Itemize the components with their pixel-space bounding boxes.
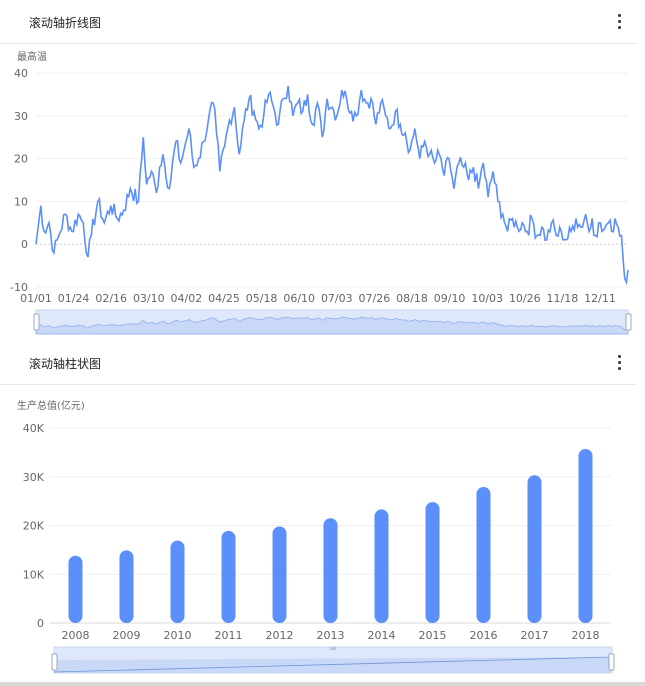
bar-x-tick-label: 2010: [164, 629, 192, 642]
bar-y-tick-label: 40K: [23, 422, 45, 435]
line-y-tick-label: 30: [14, 110, 28, 123]
line-x-tick-label: 12/11: [584, 292, 616, 305]
bar[interactable]: [221, 530, 236, 623]
bar-y-tick-label: 20K: [23, 520, 45, 533]
bar-y-tick-label: 10K: [23, 568, 45, 581]
bar-x-tick-label: 2018: [572, 629, 600, 642]
line-chart-card: 滚动轴折线图 最高温 40 30 20 10 0 -10 01/01 01/24 02/16 0…: [0, 0, 645, 338]
bar[interactable]: [578, 448, 593, 623]
bar[interactable]: [527, 475, 542, 623]
line-y-tick-label: 40: [14, 67, 28, 80]
line-x-tick-label: 01/24: [58, 292, 90, 305]
bar-x-tick-label: 2016: [470, 629, 498, 642]
bar-slider[interactable]: [51, 646, 615, 674]
line-card-header: 滚动轴折线图: [0, 0, 636, 44]
line-slider[interactable]: [33, 309, 632, 335]
bar[interactable]: [476, 486, 491, 623]
bar-x-tick-label: 2017: [521, 629, 549, 642]
line-x-tick-label: 11/18: [547, 292, 579, 305]
bar[interactable]: [170, 540, 185, 623]
line-x-tick-label: 07/03: [321, 292, 353, 305]
bar-y-tick-label: 30K: [23, 471, 45, 484]
bar-chart: 生产总值(亿元) 40K 30K 20K 10K 0 2008 2009 2010 2011 2…: [17, 399, 615, 674]
bar-slider-handle-left[interactable]: [51, 653, 58, 671]
line-x-tick-label: 09/10: [434, 292, 466, 305]
line-y-tick-label: 10: [14, 195, 28, 208]
bar-x-tick-label: 2009: [113, 629, 141, 642]
line-x-tick-label: 10/03: [471, 292, 503, 305]
bar-slider-handle-right[interactable]: [608, 653, 615, 671]
bar-slider-top-grip[interactable]: [330, 647, 336, 650]
bar-x-tick-label: 2015: [419, 629, 447, 642]
bar-x-tick-label: 2012: [266, 629, 294, 642]
bar-y-axis-label: 生产总值(亿元): [17, 399, 85, 412]
line-slider-handle-left[interactable]: [33, 313, 40, 331]
line-x-tick-label: 04/02: [171, 292, 203, 305]
line-x-tick-label: 06/10: [283, 292, 315, 305]
bar[interactable]: [425, 502, 440, 623]
bar-slider-minimap-line: [53, 656, 613, 673]
line-y-axis-label: 最高温: [17, 50, 47, 63]
line-x-tick-label: 07/26: [359, 292, 391, 305]
bar-y-tick-label: 0: [37, 617, 44, 630]
line-slider-minimap: [35, 316, 629, 335]
line-x-tick-label: 04/25: [208, 292, 240, 305]
bar-card-header: 滚动轴柱状图: [0, 341, 636, 385]
bar-x-tick-label: 2008: [62, 629, 90, 642]
bar-x-tick-label: 2011: [215, 629, 243, 642]
bar[interactable]: [272, 526, 287, 623]
line-series: [35, 85, 629, 286]
bar-x-tick-label: 2013: [317, 629, 345, 642]
line-x-tick-label: 03/10: [133, 292, 165, 305]
line-y-tick-label: -10: [10, 281, 28, 294]
line-slider-handle-right[interactable]: [625, 313, 632, 331]
line-card-title: 滚动轴折线图: [29, 16, 102, 30]
bar-x-tick-label: 2014: [368, 629, 396, 642]
line-card-more-icon[interactable]: [614, 12, 626, 32]
line-x-tick-label: 05/18: [246, 292, 278, 305]
line-x-tick-label: 01/01: [20, 292, 52, 305]
bar-chart-card: 滚动轴柱状图 生产总值(亿元) 40K 30K 20K 10K 0 2008 2009 20…: [0, 341, 645, 682]
bar[interactable]: [374, 509, 389, 623]
bar-card-more-icon[interactable]: [614, 353, 626, 373]
bar-card-title: 滚动轴柱状图: [29, 357, 102, 371]
line-x-tick-label: 10/26: [509, 292, 541, 305]
bar[interactable]: [68, 555, 83, 623]
bar[interactable]: [323, 518, 338, 623]
line-x-tick-label: 02/16: [95, 292, 127, 305]
line-y-tick-label: 0: [21, 238, 28, 251]
line-y-tick-label: 20: [14, 153, 28, 166]
bottom-scrollbar[interactable]: [0, 682, 645, 686]
line-x-tick-label: 08/18: [396, 292, 428, 305]
line-chart: 最高温 40 30 20 10 0 -10 01/01 01/24 02/16 03/10 04/…: [10, 50, 632, 335]
bar[interactable]: [119, 550, 134, 623]
